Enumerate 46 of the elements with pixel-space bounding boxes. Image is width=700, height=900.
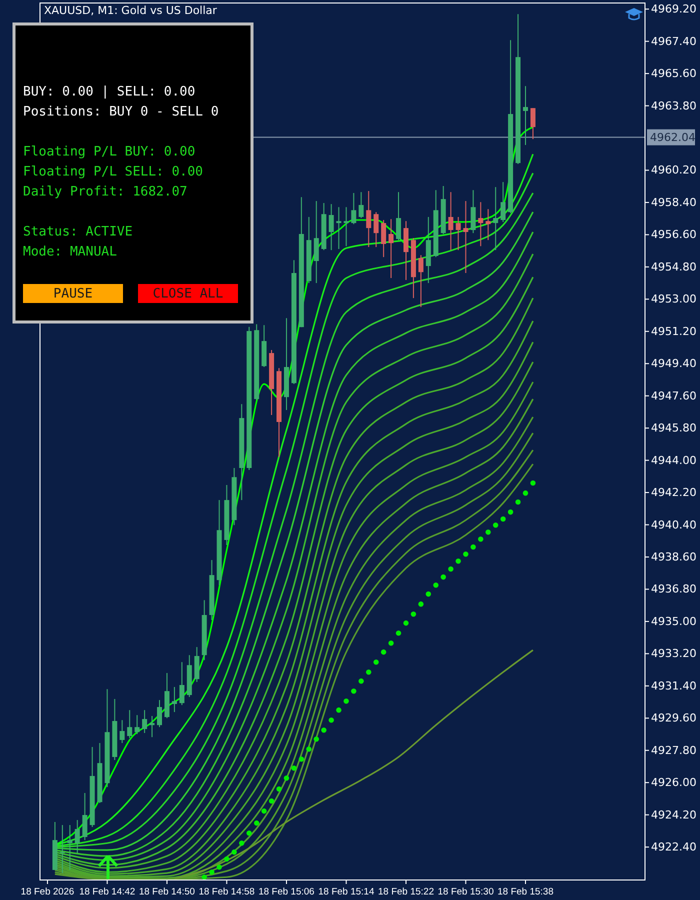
annotation: Positions: BUY 0 - SELL 0 — [23, 104, 219, 120]
ref-line-label: 4962.04 — [650, 130, 696, 144]
y-tick-label: 4967.40 — [651, 34, 696, 48]
x-tick-label: 18 Feb 15:30 — [438, 886, 494, 898]
x-tick-label: 18 Feb 15:14 — [318, 886, 374, 898]
y-tick-label: 4953.00 — [651, 292, 696, 306]
x-tick-label: 18 Feb 15:38 — [497, 886, 554, 898]
y-tick-label: 4963.80 — [651, 99, 696, 112]
annotation: Status: ACTIVE — [23, 224, 133, 240]
x-tick-label: 18 Feb 15:22 — [378, 886, 434, 898]
y-tick-label: 4945.80 — [651, 422, 696, 435]
y-tick-label: 4927.80 — [651, 744, 696, 757]
chart-title: XAUUSD, M1: Gold vs US Dollar — [44, 4, 218, 17]
y-tick-label: 4929.60 — [651, 712, 696, 725]
annotation: Mode: MANUAL — [23, 244, 118, 260]
y-tick-label: 4940.40 — [651, 518, 696, 532]
annotation: Floating P/L SELL: 0.00 — [23, 164, 204, 180]
x-tick-label: 18 Feb 2026 — [20, 886, 74, 898]
y-tick-label: 4933.20 — [651, 647, 696, 660]
y-tick-label: 4965.60 — [651, 67, 696, 80]
annotation: Floating P/L BUY: 0.00 — [23, 144, 196, 160]
y-tick-label: 4954.80 — [651, 260, 696, 274]
y-tick-label: 4960.20 — [651, 164, 696, 177]
y-tick-label: 4947.60 — [651, 389, 696, 402]
y-tick-label: 4924.20 — [651, 808, 696, 822]
annotation: CLOSE ALL — [152, 286, 224, 302]
y-tick-label: 4922.40 — [651, 840, 696, 854]
y-tick-label: 4935.00 — [651, 614, 696, 628]
y-tick-label: 4938.60 — [651, 550, 696, 564]
y-tick-label: 4949.40 — [651, 357, 696, 370]
y-tick-label: 4958.40 — [651, 196, 696, 209]
y-tick-label: 4926.00 — [651, 776, 696, 790]
y-tick-label: 4942.20 — [651, 486, 696, 500]
y-tick-label: 4944.00 — [651, 454, 696, 467]
y-tick-label: 4951.20 — [651, 324, 696, 338]
annotation: BUY: 0.00 | SELL: 0.00 — [23, 84, 196, 100]
x-tick-label: 18 Feb 15:06 — [258, 886, 314, 898]
y-tick-label: 4956.60 — [651, 228, 696, 242]
x-tick-label: 18 Feb 14:50 — [138, 886, 195, 898]
y-tick-label: 4936.80 — [651, 582, 696, 596]
annotation: PAUSE — [53, 286, 93, 302]
x-tick-label: 18 Feb 14:58 — [198, 886, 255, 898]
y-tick-label: 4969.20 — [651, 2, 696, 16]
annotation: Daily Profit: 1682.07 — [23, 184, 188, 200]
x-tick-label: 18 Feb 14:42 — [79, 886, 136, 898]
y-tick-label: 4931.40 — [651, 679, 696, 692]
